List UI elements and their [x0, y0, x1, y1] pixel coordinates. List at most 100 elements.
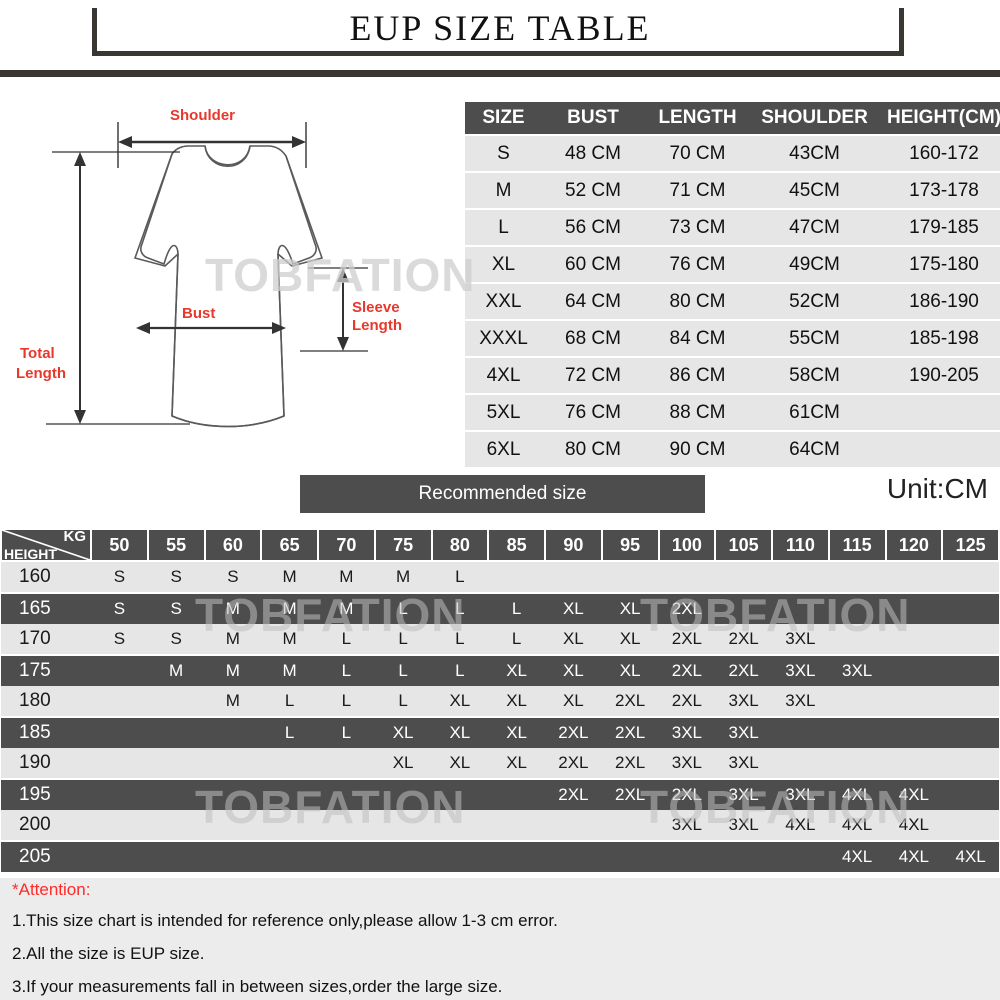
recommendation-cell: L [318, 686, 375, 717]
recommendation-cell [885, 717, 943, 748]
size-cell-height: 190-205 [878, 358, 1000, 393]
recommendation-cell [885, 748, 943, 779]
recommendation-cell [204, 841, 262, 872]
size-cell-size: XXXL [465, 321, 542, 356]
recommendation-cell [601, 810, 659, 841]
recommendation-cell [601, 561, 659, 593]
recommendation-cell: S [147, 593, 205, 624]
size-cell-height: 173-178 [878, 173, 1000, 208]
weight-header-50: 50 [90, 528, 149, 562]
weight-header-115: 115 [827, 528, 887, 562]
recommendation-cell [147, 841, 205, 872]
recommendation-cell: 4XL [885, 841, 943, 872]
recommendation-cell: 4XL [772, 810, 829, 841]
recommendation-cell [91, 810, 148, 841]
recommendation-cell: L [374, 655, 432, 686]
recommendation-cell [715, 841, 772, 872]
size-cell-length: 88 CM [644, 395, 751, 430]
attention-note-1: 1.This size chart is intended for refere… [12, 911, 558, 930]
recommendation-cell: 2XL [658, 624, 716, 655]
recommendation-cell: M [318, 593, 375, 624]
size-table-body: S 48 CM 70 CM 43CM 160-172 M 52 CM 71 CM 45CM 173… [465, 136, 1000, 467]
recommendation-cell: S [91, 624, 148, 655]
recommendation-cell [828, 717, 886, 748]
sleeve-label-line2: Length [352, 317, 402, 334]
size-cell-height: 160-172 [878, 136, 1000, 171]
recommendation-cell: 3XL [715, 686, 772, 717]
recommendation-cell: 4XL [885, 810, 943, 841]
size-table-header-size: SIZE [465, 102, 542, 134]
size-specification-table: SIZE BUST LENGTH SHOULDER HEIGHT(CM) S 48… [465, 100, 1000, 469]
recommendation-cell [942, 779, 999, 810]
recommendation-cell: XL [488, 717, 545, 748]
recommendation-cell: XL [431, 717, 489, 748]
weight-header-85: 85 [487, 528, 546, 562]
recommendation-cell: L [374, 686, 432, 717]
size-cell-bust: 76 CM [542, 395, 644, 430]
recommendation-cell: XL [431, 686, 489, 717]
recommendation-cell [715, 561, 772, 593]
size-table-header-bust: BUST [542, 102, 644, 134]
recommendation-cell [318, 841, 375, 872]
recommendation-cell: 2XL [658, 779, 716, 810]
recommendation-cell [942, 593, 999, 624]
recommendation-cell: M [261, 561, 318, 593]
recommendation-row-165: 165 S S M M M L L L XL XL 2XL [1, 593, 999, 624]
height-weight-corner-cell: KG HEIGHT [0, 528, 92, 562]
recommendation-cell: M [147, 655, 205, 686]
recommendation-cell [318, 748, 375, 779]
weight-header-65: 65 [260, 528, 319, 562]
recommendation-cell [431, 779, 489, 810]
recommendation-cell [601, 841, 659, 872]
recommendation-cell: XL [545, 624, 602, 655]
recommendation-cell [204, 717, 262, 748]
recommendation-cell [942, 624, 999, 655]
recommendation-cell [772, 748, 829, 779]
recommendation-cell: M [261, 624, 318, 655]
recommendation-cell [545, 810, 602, 841]
size-cell-bust: 72 CM [542, 358, 644, 393]
recommendation-cell [147, 686, 205, 717]
recommendation-cell: M [204, 655, 262, 686]
size-cell-height [878, 432, 1000, 467]
recommendation-cell [942, 717, 999, 748]
recommendation-cell: 2XL [545, 717, 602, 748]
recommendation-cell: 3XL [772, 655, 829, 686]
size-table-row: L 56 CM 73 CM 47CM 179-185 [465, 210, 1000, 245]
recommendation-cell [261, 748, 318, 779]
tshirt-svg: Shoulder Bust Sleeve Length [16, 107, 402, 428]
size-cell-height [878, 395, 1000, 430]
recommendation-cell [772, 717, 829, 748]
recommended-size-grid: KG HEIGHT 50 55 60 65 70 75 80 85 90 95 100 105 110 1… [0, 528, 1000, 872]
recommendation-cell [261, 810, 318, 841]
size-cell-height: 186-190 [878, 284, 1000, 319]
size-cell-shoulder: 45CM [751, 173, 878, 208]
recommendation-cell [147, 748, 205, 779]
size-table-row: 5XL 76 CM 88 CM 61CM [465, 395, 1000, 430]
recommendation-cell: M [204, 624, 262, 655]
recommendation-cell: 3XL [715, 779, 772, 810]
recommendation-cell [147, 717, 205, 748]
recommendation-cell [204, 810, 262, 841]
total-length-label-line2: Length [16, 365, 66, 382]
recommendation-cell: M [261, 593, 318, 624]
recommendation-cell [431, 841, 489, 872]
corner-height-label: HEIGHT [4, 546, 57, 562]
size-cell-bust: 64 CM [542, 284, 644, 319]
recommendation-cell [942, 561, 999, 593]
recommendation-cell: XL [545, 686, 602, 717]
recommendation-cell: XL [601, 624, 659, 655]
recommendation-cell: M [318, 561, 375, 593]
recommendation-row-200: 200 3XL 3XL 4XL 4XL 4XL [1, 810, 999, 841]
weight-header-80: 80 [430, 528, 490, 562]
shoulder-dimension [117, 122, 307, 168]
recommendation-cell: L [431, 593, 489, 624]
recommendation-cell: XL [601, 593, 659, 624]
recommendation-cell [147, 810, 205, 841]
recommendation-cell [91, 841, 148, 872]
size-cell-length: 73 CM [644, 210, 751, 245]
recommendation-cell: L [318, 624, 375, 655]
recommended-size-banner: Recommended size [300, 475, 705, 513]
recommendation-cell: XL [601, 655, 659, 686]
weight-header-70: 70 [317, 528, 376, 562]
